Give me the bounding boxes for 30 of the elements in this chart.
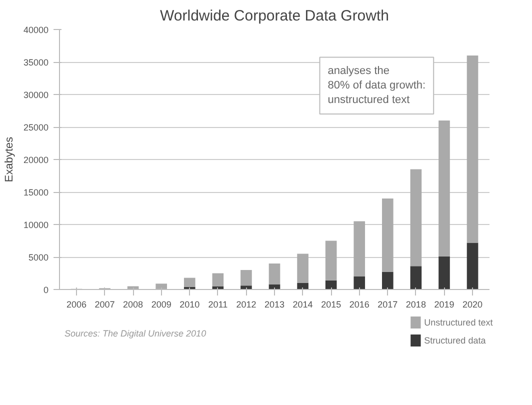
y-tick-label: 25000	[23, 122, 49, 132]
y-tick-label: 0	[43, 285, 49, 295]
legend-label: Structured data	[424, 336, 486, 346]
y-tick-label: 15000	[23, 188, 49, 198]
y-tick-label: 30000	[23, 90, 49, 100]
chart-title: Worldwide Corporate Data Growth	[160, 8, 389, 24]
annotation: analyses the 80% of data growth: unstructured text	[328, 65, 426, 106]
x-tick-label: 2014	[292, 300, 313, 310]
y-tick-label: 40000	[23, 25, 49, 35]
x-tick-label: 2013	[264, 300, 285, 310]
y-axis-title: Exabytes	[3, 136, 16, 182]
x-tick-label: 2016	[349, 300, 370, 310]
x-tick-label: 2010	[180, 300, 200, 310]
source-note: Sources: The Digital Universe 2010	[64, 328, 206, 338]
x-tick-label: 2006	[66, 300, 86, 310]
x-tick-label: 2015	[321, 300, 342, 310]
legend-label: Unstructured text	[424, 318, 494, 328]
x-tick-label: 2009	[151, 300, 172, 310]
x-tick-label: 2012	[236, 300, 256, 310]
x-tick-label: 2019	[434, 300, 454, 310]
y-tick-label: 5000	[28, 252, 49, 262]
x-tick-label: 2008	[123, 300, 144, 310]
x-tick-label: 2011	[208, 300, 228, 310]
x-tick-label: 2007	[94, 300, 115, 310]
y-tick-label: 35000	[23, 58, 49, 68]
x-tick-label: 2020	[462, 300, 483, 310]
y-tick-label: 10000	[23, 220, 49, 230]
y-tick-label: 20000	[23, 155, 49, 165]
x-tick-label: 2018	[406, 300, 426, 310]
x-tick-label: 2017	[378, 300, 398, 310]
